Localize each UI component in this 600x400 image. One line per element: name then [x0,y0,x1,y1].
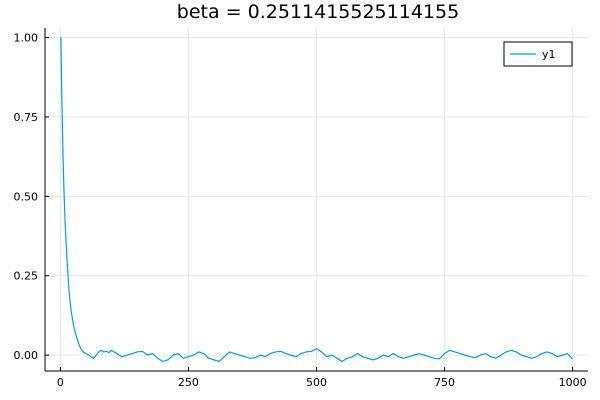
x-tick-label-4: 1000 [559,376,587,389]
axes [44,28,588,372]
x-tick-label-3: 750 [434,376,455,389]
x-tick-label-2: 500 [306,376,327,389]
y-tick-label-2: 0.50 [14,190,39,203]
legend-label-y1: y1 [542,48,556,61]
x-tick-label-0: 0 [57,376,64,389]
legend: y1 [503,41,573,67]
chart-title: beta = 0.2511415525114155 [177,1,459,23]
series-line-y1 [60,37,574,363]
grid [45,28,588,371]
x-tick-label-1: 250 [178,376,199,389]
y-tick-label-0: 0.00 [14,349,39,362]
series [60,37,574,363]
tick-labels: 0 250 500 750 1000 0.00 0.25 0.50 0.75 1.00 [14,32,587,389]
y-tick-label-1: 0.25 [14,270,39,283]
y-tick-label-4: 1.00 [14,32,39,45]
y-tick-label-3: 0.75 [14,111,39,124]
